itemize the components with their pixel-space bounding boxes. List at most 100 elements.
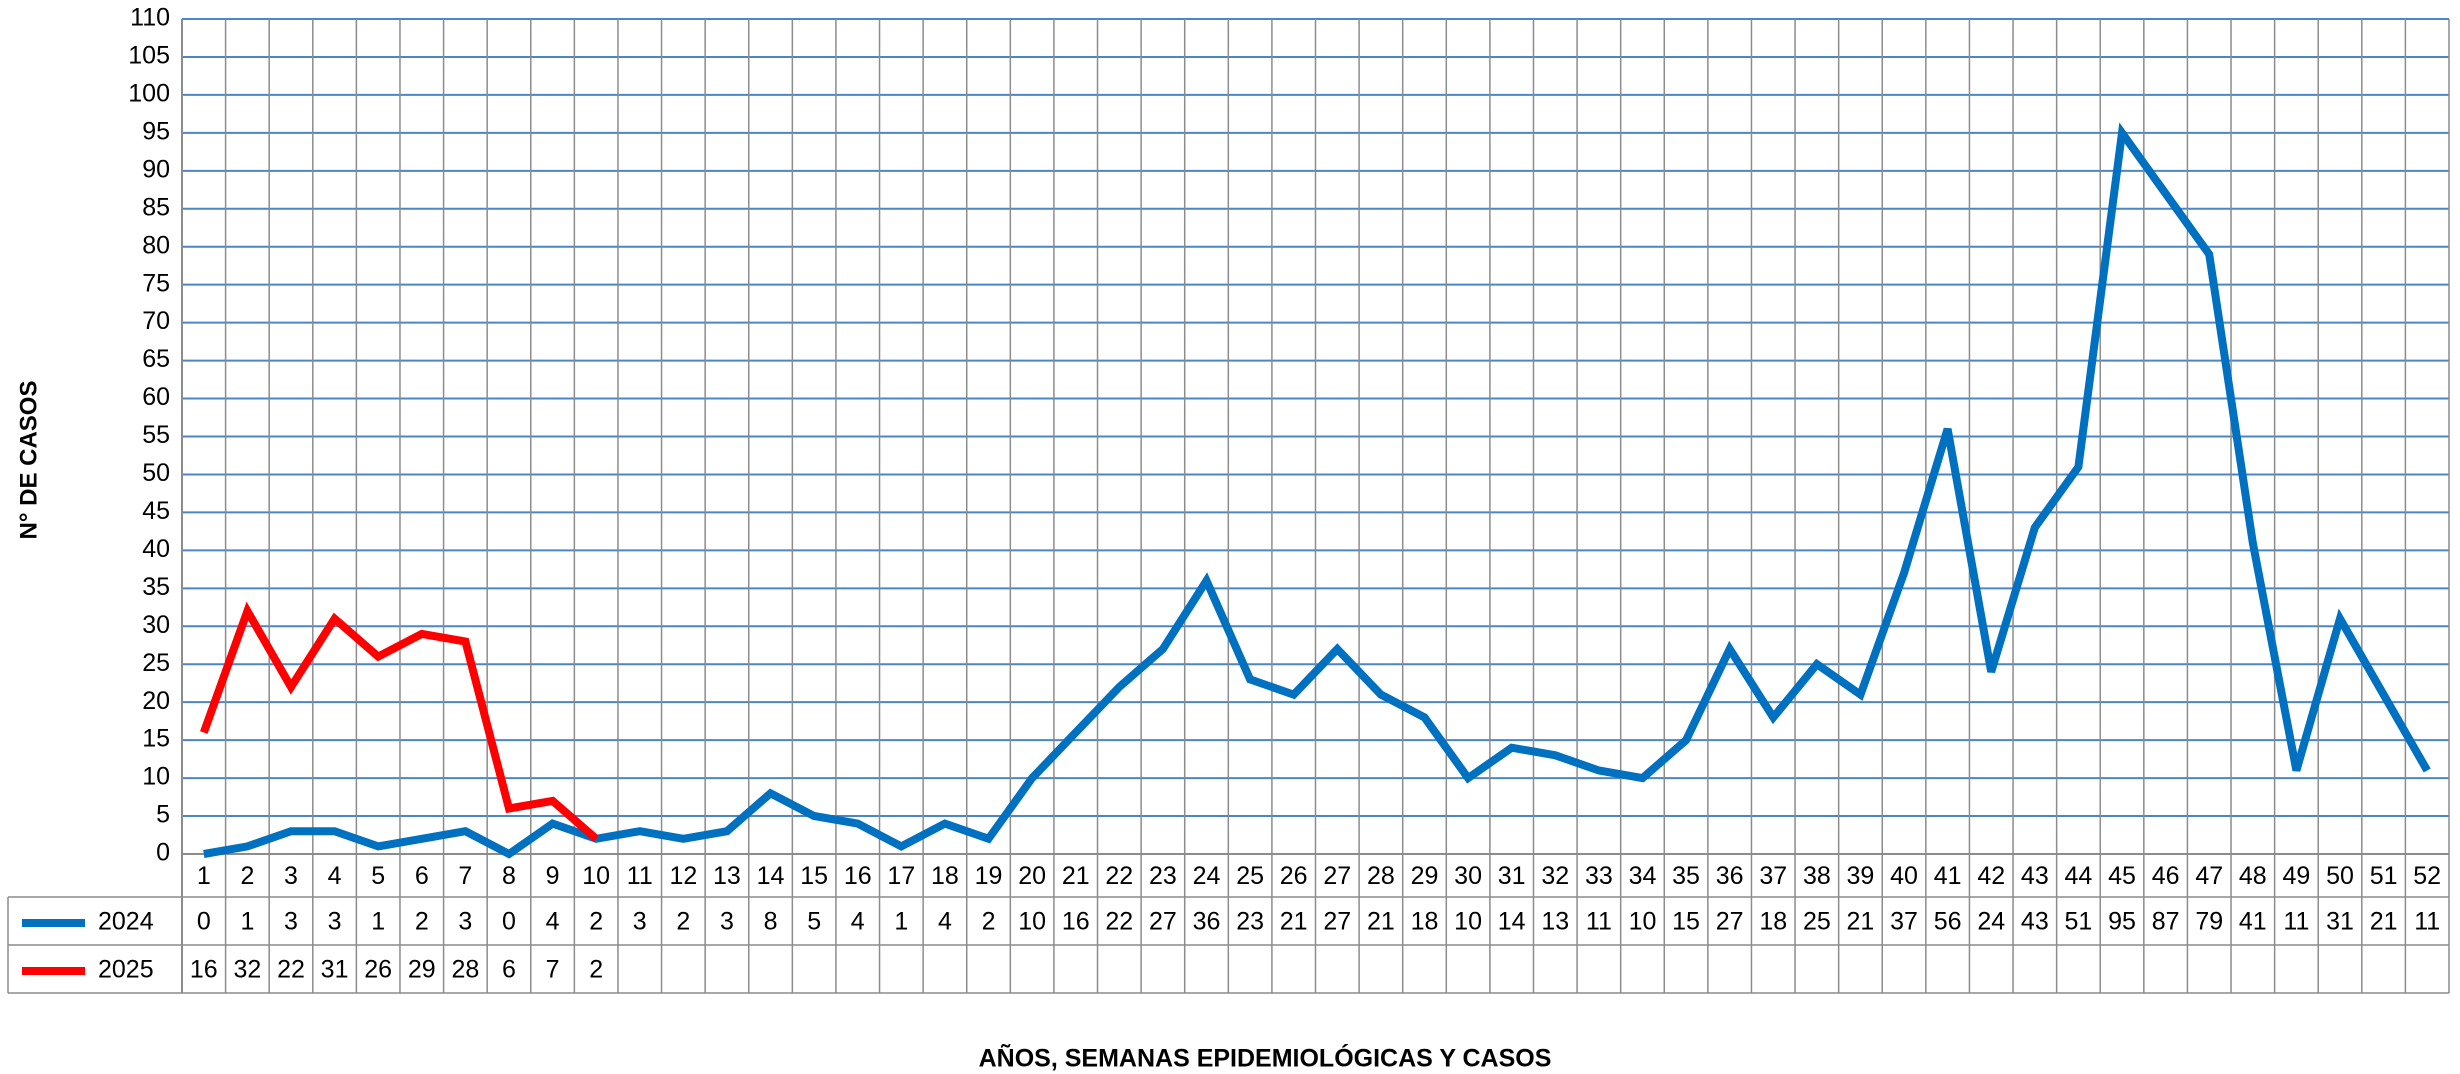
y-axis-title: N° DE CASOS [15, 381, 42, 540]
y-tick-label: 110 [130, 4, 170, 32]
table-value: 2 [982, 908, 996, 936]
x-tick-label: 25 [1236, 862, 1264, 890]
y-tick-label: 70 [142, 307, 170, 335]
table-value: 27 [1716, 908, 1744, 936]
table-value: 10 [1454, 908, 1482, 936]
y-tick-label: 5 [156, 801, 170, 829]
x-tick-label: 24 [1193, 862, 1221, 890]
table-value: 36 [1193, 908, 1221, 936]
x-tick-label: 41 [1934, 862, 1962, 890]
table-value: 3 [284, 908, 298, 936]
x-tick-label: 47 [2195, 862, 2223, 890]
x-tick-label: 12 [669, 862, 697, 890]
x-tick-label: 31 [1498, 862, 1526, 890]
y-tick-label: 75 [142, 269, 170, 297]
x-tick-label: 43 [2021, 862, 2049, 890]
x-tick-label: 15 [800, 862, 828, 890]
x-tick-label: 33 [1585, 862, 1613, 890]
table-value: 10 [1018, 908, 1046, 936]
table-value: 41 [2239, 908, 2267, 936]
table-value: 5 [807, 908, 821, 936]
table-value: 28 [451, 956, 479, 984]
x-tick-label: 37 [1759, 862, 1787, 890]
x-axis-title: AÑOS, SEMANAS EPIDEMIOLÓGICAS Y CASOS [979, 1043, 1552, 1073]
table-value: 1 [240, 908, 254, 936]
y-tick-label: 40 [142, 535, 170, 563]
table-value: 31 [321, 956, 349, 984]
table-value: 2 [589, 908, 603, 936]
series-line [200, 601, 599, 842]
y-tick-label: 20 [142, 687, 170, 715]
y-tick-label: 10 [142, 763, 170, 791]
x-tick-label: 30 [1454, 862, 1482, 890]
x-tick-label: 44 [2065, 862, 2093, 890]
x-tick-label: 28 [1367, 862, 1395, 890]
table-value: 21 [1280, 908, 1308, 936]
table-value: 6 [502, 956, 516, 984]
x-tick-label: 4 [328, 862, 342, 890]
table-value: 25 [1803, 908, 1831, 936]
legend-label: 2025 [98, 956, 154, 984]
x-tick-label: 21 [1062, 862, 1090, 890]
x-tick-label: 46 [2152, 862, 2180, 890]
table-value: 79 [2195, 908, 2223, 936]
table-value: 4 [938, 908, 952, 936]
table-value: 24 [1977, 908, 2005, 936]
x-tick-label: 20 [1018, 862, 1046, 890]
table-value: 23 [1236, 908, 1264, 936]
table-value: 10 [1629, 908, 1657, 936]
x-tick-label: 13 [713, 862, 741, 890]
x-tick-label: 8 [502, 862, 516, 890]
x-tick-label: 48 [2239, 862, 2267, 890]
x-tick-label: 23 [1149, 862, 1177, 890]
table-value: 16 [1062, 908, 1090, 936]
table-value: 8 [764, 908, 778, 936]
table-value: 95 [2108, 908, 2136, 936]
table-value: 13 [1541, 908, 1569, 936]
x-tick-label: 49 [2283, 862, 2311, 890]
x-tick-label: 22 [1105, 862, 1133, 890]
y-tick-label: 85 [142, 193, 170, 221]
x-tick-label: 5 [371, 862, 385, 890]
table-value: 11 [2283, 908, 2309, 936]
x-tick-label: 26 [1280, 862, 1308, 890]
y-tick-label: 30 [142, 611, 170, 639]
table-value: 22 [1105, 908, 1133, 936]
table-value: 4 [851, 908, 865, 936]
x-tick-label: 40 [1890, 862, 1918, 890]
table-value: 32 [233, 956, 261, 984]
x-tick-label: 38 [1803, 862, 1831, 890]
table-value: 1 [371, 908, 385, 936]
table-value: 7 [546, 956, 560, 984]
x-tick-label: 36 [1716, 862, 1744, 890]
table-value: 11 [1586, 908, 1612, 936]
table-value: 2 [415, 908, 429, 936]
table-value: 31 [2326, 908, 2354, 936]
y-tick-label: 100 [128, 80, 170, 108]
x-tick-label: 42 [1977, 862, 2005, 890]
table-value: 18 [1411, 908, 1439, 936]
y-tick-label: 0 [156, 839, 170, 867]
table-value: 21 [1367, 908, 1395, 936]
x-tick-label: 17 [887, 862, 915, 890]
table-value: 2 [676, 908, 690, 936]
table-value: 3 [720, 908, 734, 936]
x-tick-label: 35 [1672, 862, 1700, 890]
x-tick-label: 10 [582, 862, 610, 890]
table-value: 14 [1498, 908, 1526, 936]
x-tick-label: 9 [546, 862, 560, 890]
x-tick-label: 2 [240, 862, 254, 890]
table-value: 29 [408, 956, 436, 984]
x-tick-label: 6 [415, 862, 429, 890]
x-tick-label: 29 [1411, 862, 1439, 890]
table-value: 0 [197, 908, 211, 936]
table-value: 15 [1672, 908, 1700, 936]
y-tick-label: 45 [142, 497, 170, 525]
table-value: 43 [2021, 908, 2049, 936]
x-tick-label: 18 [931, 862, 959, 890]
table-value: 2 [589, 956, 603, 984]
table-value: 26 [364, 956, 392, 984]
x-tick-label: 27 [1323, 862, 1351, 890]
table-value: 11 [2414, 908, 2440, 936]
y-tick-label: 65 [142, 345, 170, 373]
